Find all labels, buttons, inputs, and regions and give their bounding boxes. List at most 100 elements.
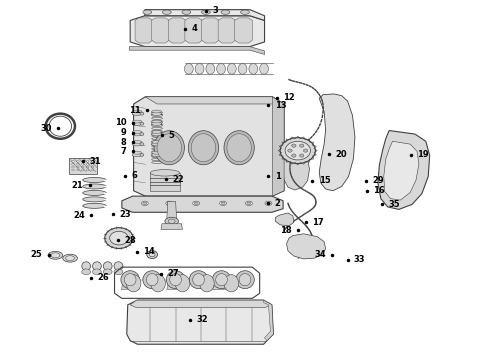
Ellipse shape [151, 275, 165, 292]
Polygon shape [168, 18, 186, 43]
Text: 11: 11 [129, 105, 141, 114]
Ellipse shape [152, 140, 161, 143]
Text: 32: 32 [196, 315, 208, 324]
Ellipse shape [193, 201, 199, 206]
Ellipse shape [126, 275, 141, 292]
Polygon shape [145, 10, 265, 21]
Polygon shape [161, 224, 182, 229]
Polygon shape [146, 97, 284, 104]
Ellipse shape [121, 271, 140, 289]
Ellipse shape [206, 63, 215, 74]
Ellipse shape [152, 122, 161, 126]
Ellipse shape [132, 120, 142, 123]
Ellipse shape [238, 63, 247, 74]
Ellipse shape [162, 10, 171, 14]
Polygon shape [218, 18, 236, 43]
Ellipse shape [182, 10, 191, 14]
Text: 16: 16 [373, 186, 385, 195]
Text: 6: 6 [132, 171, 138, 180]
Ellipse shape [167, 202, 171, 204]
Ellipse shape [175, 275, 190, 292]
Ellipse shape [227, 63, 236, 74]
Ellipse shape [152, 112, 161, 116]
Ellipse shape [76, 163, 79, 165]
Polygon shape [201, 18, 219, 43]
Ellipse shape [132, 142, 142, 146]
Ellipse shape [124, 274, 136, 286]
Ellipse shape [63, 254, 77, 262]
Ellipse shape [245, 201, 252, 206]
Ellipse shape [132, 132, 142, 136]
Ellipse shape [132, 122, 142, 126]
Text: 9: 9 [121, 128, 126, 137]
Text: 35: 35 [388, 200, 400, 209]
Ellipse shape [140, 112, 144, 115]
Text: 17: 17 [313, 218, 324, 227]
Ellipse shape [48, 251, 63, 259]
Ellipse shape [132, 112, 142, 116]
Polygon shape [287, 234, 326, 259]
Ellipse shape [72, 166, 74, 168]
Text: 21: 21 [72, 181, 83, 190]
Ellipse shape [147, 274, 158, 286]
Ellipse shape [152, 142, 161, 146]
Ellipse shape [83, 197, 106, 202]
Ellipse shape [224, 275, 239, 292]
Ellipse shape [224, 131, 254, 165]
Ellipse shape [260, 63, 269, 74]
Ellipse shape [91, 163, 94, 165]
Ellipse shape [143, 202, 147, 204]
Ellipse shape [189, 271, 208, 289]
Ellipse shape [166, 201, 172, 206]
Ellipse shape [154, 131, 184, 165]
Ellipse shape [292, 154, 296, 157]
Ellipse shape [140, 143, 144, 145]
Ellipse shape [152, 131, 161, 134]
Ellipse shape [132, 140, 142, 143]
Ellipse shape [280, 138, 316, 163]
Ellipse shape [93, 262, 101, 270]
Text: 20: 20 [335, 150, 347, 159]
Ellipse shape [72, 169, 74, 171]
Ellipse shape [93, 269, 101, 275]
Ellipse shape [227, 134, 251, 162]
Polygon shape [130, 300, 272, 308]
Text: 28: 28 [124, 236, 136, 245]
Ellipse shape [166, 271, 185, 289]
Ellipse shape [292, 144, 296, 147]
Polygon shape [129, 46, 265, 54]
Text: 14: 14 [143, 247, 155, 256]
Polygon shape [384, 141, 419, 200]
Ellipse shape [170, 274, 181, 286]
Ellipse shape [152, 153, 161, 157]
Ellipse shape [199, 275, 214, 292]
Text: 31: 31 [89, 157, 101, 166]
Ellipse shape [201, 10, 210, 14]
Polygon shape [122, 196, 283, 212]
Ellipse shape [152, 120, 161, 123]
Ellipse shape [86, 163, 89, 165]
Polygon shape [152, 18, 169, 43]
Ellipse shape [83, 184, 106, 189]
Polygon shape [134, 97, 284, 196]
Text: 22: 22 [172, 175, 184, 184]
Ellipse shape [184, 63, 193, 74]
Ellipse shape [76, 161, 79, 162]
Ellipse shape [105, 228, 133, 248]
Polygon shape [264, 300, 273, 341]
Polygon shape [185, 18, 202, 43]
Text: 33: 33 [354, 255, 366, 264]
Text: 18: 18 [280, 226, 292, 235]
Ellipse shape [152, 151, 161, 154]
Ellipse shape [103, 269, 112, 275]
Ellipse shape [149, 252, 155, 257]
Ellipse shape [299, 154, 304, 157]
Polygon shape [127, 300, 273, 344]
Ellipse shape [51, 253, 60, 258]
Polygon shape [235, 18, 252, 43]
Ellipse shape [132, 153, 142, 157]
Polygon shape [135, 18, 153, 43]
Ellipse shape [132, 131, 142, 134]
Text: 12: 12 [283, 93, 295, 102]
Ellipse shape [303, 149, 308, 152]
